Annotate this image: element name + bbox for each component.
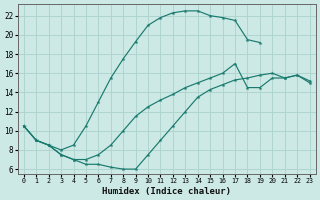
X-axis label: Humidex (Indice chaleur): Humidex (Indice chaleur) <box>102 187 231 196</box>
